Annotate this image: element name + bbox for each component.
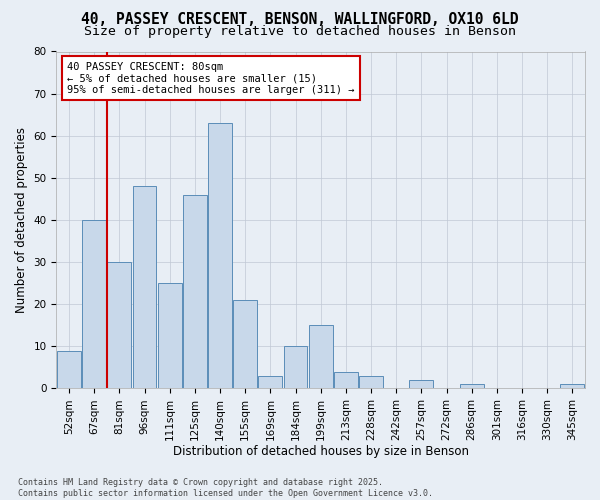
- Bar: [158, 283, 182, 389]
- Bar: [334, 372, 358, 388]
- Bar: [259, 376, 283, 388]
- Bar: [309, 326, 332, 388]
- Bar: [82, 220, 106, 388]
- Text: 40 PASSEY CRESCENT: 80sqm
← 5% of detached houses are smaller (15)
95% of semi-d: 40 PASSEY CRESCENT: 80sqm ← 5% of detach…: [67, 62, 355, 95]
- Bar: [133, 186, 157, 388]
- Bar: [359, 376, 383, 388]
- Bar: [57, 350, 81, 389]
- Bar: [183, 194, 207, 388]
- X-axis label: Distribution of detached houses by size in Benson: Distribution of detached houses by size …: [173, 444, 469, 458]
- Y-axis label: Number of detached properties: Number of detached properties: [15, 127, 28, 313]
- Bar: [208, 123, 232, 388]
- Bar: [409, 380, 433, 388]
- Bar: [107, 262, 131, 388]
- Bar: [560, 384, 584, 388]
- Text: 40, PASSEY CRESCENT, BENSON, WALLINGFORD, OX10 6LD: 40, PASSEY CRESCENT, BENSON, WALLINGFORD…: [81, 12, 519, 28]
- Bar: [284, 346, 307, 389]
- Bar: [460, 384, 484, 388]
- Bar: [233, 300, 257, 388]
- Text: Contains HM Land Registry data © Crown copyright and database right 2025.
Contai: Contains HM Land Registry data © Crown c…: [18, 478, 433, 498]
- Text: Size of property relative to detached houses in Benson: Size of property relative to detached ho…: [84, 25, 516, 38]
